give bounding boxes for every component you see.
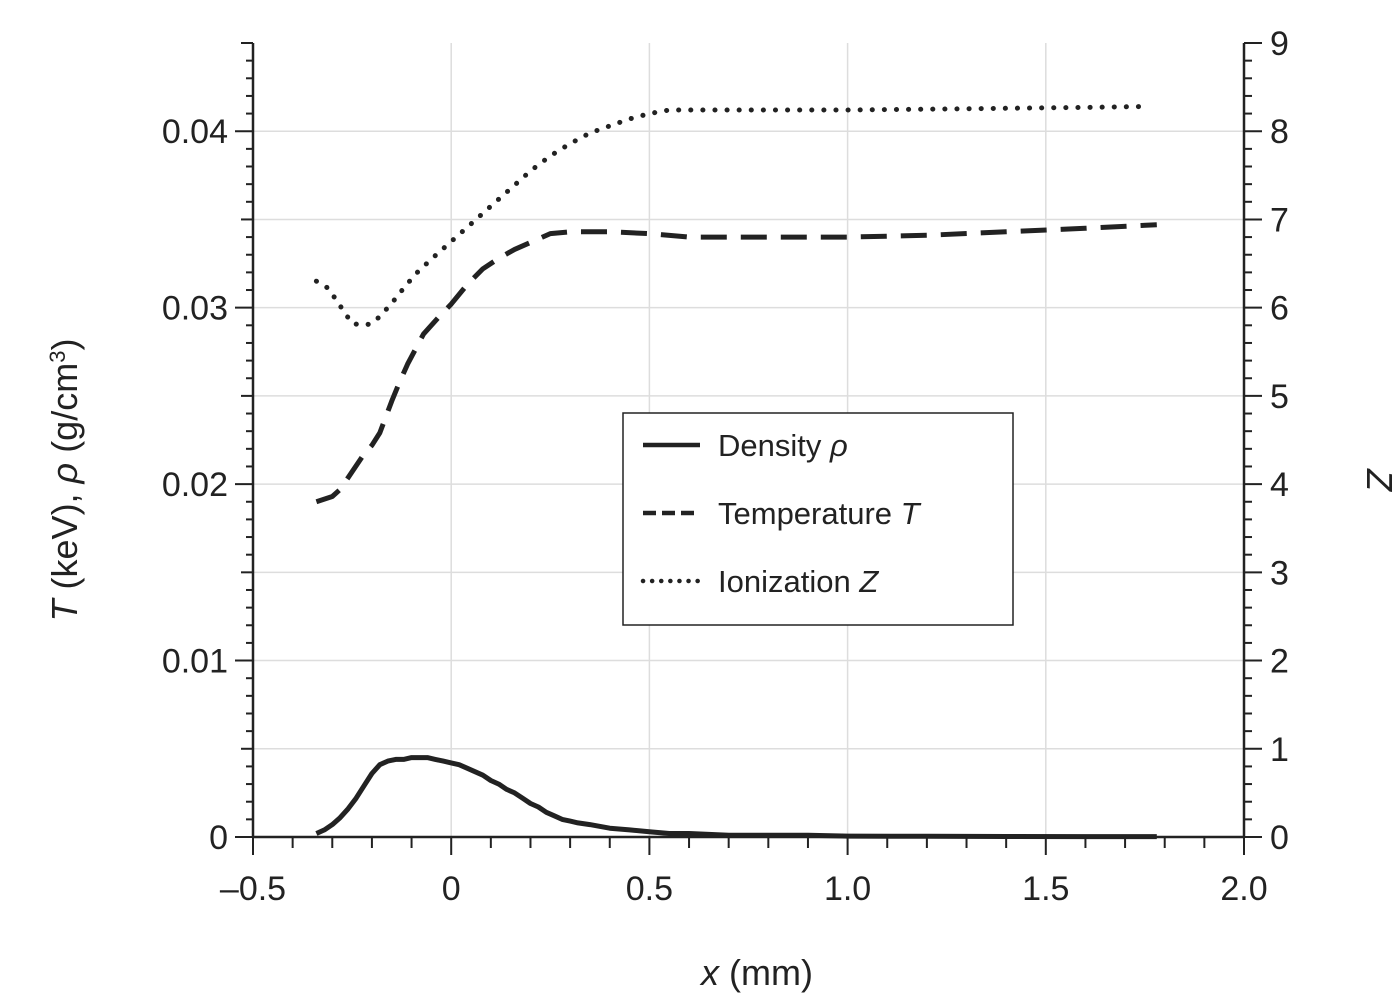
series-group [313, 104, 1157, 840]
x-axis-title: x (mm) [699, 952, 813, 993]
y-right-tick-label: 7 [1270, 201, 1289, 239]
ionization-line [313, 104, 1148, 328]
y-left-tick-label: 0.02 [162, 466, 228, 504]
x-tick-label: 1.0 [824, 870, 871, 908]
legend-box [622, 412, 1014, 626]
y-axis-right-title: Z [1359, 468, 1400, 492]
y-left-tick-label: 0 [209, 819, 228, 857]
y-right-tick-label: 5 [1270, 378, 1289, 416]
density-line [315, 755, 1157, 840]
y-right-tick-label: 4 [1270, 466, 1289, 504]
grid [253, 43, 1244, 837]
x-tick-label: –0.5 [220, 870, 286, 908]
y-right-tick-label: 6 [1270, 290, 1289, 328]
y-right-tick-label: 9 [1270, 25, 1289, 63]
y-right-tick-label: 3 [1270, 554, 1289, 592]
legend: Density ρ Temperature T Ionization Z [622, 412, 1014, 626]
y-right-tick-label: 0 [1270, 819, 1289, 857]
y-right-tick-label: 1 [1270, 731, 1289, 769]
y-left-tick-label: 0.04 [162, 113, 228, 151]
y-axis-left-title: T (keV), ρ (g/cm3) [44, 339, 85, 622]
ticks: –0.5 0 0.5 1.0 1.5 2.000.010.020.030.04012345… [162, 25, 1289, 908]
legend-label-density: Density ρ [718, 428, 848, 463]
legend-label-temperature: Temperature T [718, 496, 922, 531]
x-tick-label: 2.0 [1220, 870, 1267, 908]
x-tick-label: 0.5 [626, 870, 673, 908]
y-left-tick-label: 0.01 [162, 643, 228, 681]
x-tick-label: 0 [442, 870, 461, 908]
y-right-tick-label: 8 [1270, 113, 1289, 151]
x-tick-label: 1.5 [1022, 870, 1069, 908]
y-right-tick-label: 2 [1270, 643, 1289, 681]
y-left-tick-label: 0.03 [162, 290, 228, 328]
legend-label-ionization: Ionization Z [718, 564, 879, 599]
temperature-line [315, 222, 1157, 505]
